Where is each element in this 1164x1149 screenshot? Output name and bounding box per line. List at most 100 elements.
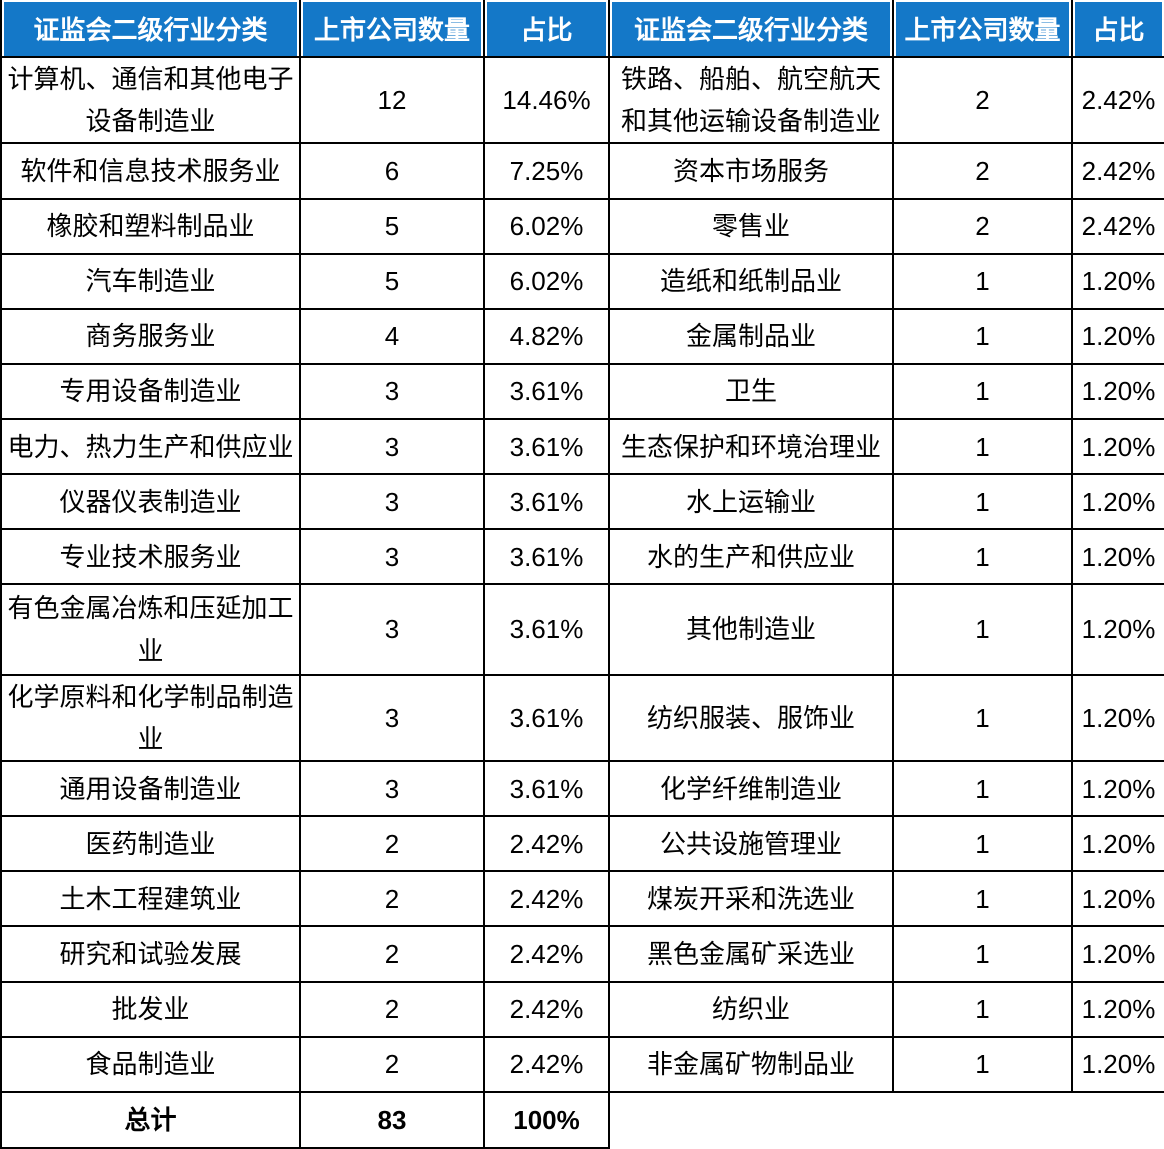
count-cell: 1: [892, 473, 1073, 531]
pct-cell: 3.61%: [483, 583, 610, 676]
total-count-cell: 83: [299, 1090, 485, 1149]
count-cell: 2: [892, 55, 1073, 145]
count-cell: 2: [892, 197, 1073, 255]
count-cell: 3: [299, 473, 485, 531]
table-row: 研究和试验发展 2 2.42% 黑色金属矿采选业 1 1.20%: [0, 925, 1164, 983]
count-cell: 1: [892, 925, 1073, 983]
count-cell: 1: [892, 362, 1073, 421]
count-cell: 1: [892, 528, 1073, 586]
count-cell: 2: [299, 980, 485, 1038]
industry-cell: 化学原料和化学制品制造业: [0, 673, 301, 763]
pct-cell: 3.61%: [483, 418, 610, 476]
industry-cell: 纺织业: [608, 980, 894, 1038]
industry-cell: 生态保护和环境治理业: [608, 418, 894, 476]
industry-cell: 卫生: [608, 362, 894, 421]
count-cell: 3: [299, 583, 485, 676]
table-row: 软件和信息技术服务业 6 7.25% 资本市场服务 2 2.42%: [0, 142, 1164, 200]
industry-cell: 专用设备制造业: [0, 362, 301, 421]
count-cell: 1: [892, 980, 1073, 1038]
table-row: 食品制造业 2 2.42% 非金属矿物制品业 1 1.20%: [0, 1035, 1164, 1093]
count-cell: 2: [299, 870, 485, 928]
industry-cell: 医药制造业: [0, 815, 301, 873]
pct-cell: 1.20%: [1071, 473, 1164, 531]
pct-cell: 3.61%: [483, 528, 610, 586]
count-cell: 1: [892, 870, 1073, 928]
total-label-cell: 总计: [0, 1090, 301, 1149]
table-row: 专业技术服务业 3 3.61% 水的生产和供应业 1 1.20%: [0, 528, 1164, 586]
industry-cell: 化学纤维制造业: [608, 760, 894, 818]
pct-cell: 1.20%: [1071, 870, 1164, 928]
industry-cell: 非金属矿物制品业: [608, 1035, 894, 1093]
count-cell: 3: [299, 362, 485, 421]
table-row: 商务服务业 4 4.82% 金属制品业 1 1.20%: [0, 307, 1164, 365]
pct-cell: 1.20%: [1071, 418, 1164, 476]
count-cell: 2: [892, 142, 1073, 200]
pct-cell: 2.42%: [1071, 142, 1164, 200]
table-row: 专用设备制造业 3 3.61% 卫生 1 1.20%: [0, 362, 1164, 421]
industry-cell: 商务服务业: [0, 307, 301, 365]
count-cell: 6: [299, 142, 485, 200]
pct-cell: 6.02%: [483, 252, 610, 310]
pct-cell: 2.42%: [1071, 55, 1164, 145]
count-cell: 4: [299, 307, 485, 365]
pct-cell: 3.61%: [483, 760, 610, 818]
pct-cell: 3.61%: [483, 473, 610, 531]
industry-cell: 软件和信息技术服务业: [0, 142, 301, 200]
table-row: 计算机、通信和其他电子设备制造业 12 14.46% 铁路、船舶、航空航天和其他…: [0, 55, 1164, 145]
total-pct-cell: 100%: [483, 1090, 610, 1149]
industry-cell: 橡胶和塑料制品业: [0, 197, 301, 255]
count-cell: 1: [892, 252, 1073, 310]
count-cell: 1: [892, 418, 1073, 476]
pct-cell: 1.20%: [1071, 362, 1164, 421]
count-cell: 1: [892, 1035, 1073, 1093]
table-row: 汽车制造业 5 6.02% 造纸和纸制品业 1 1.20%: [0, 252, 1164, 310]
industry-cell: 汽车制造业: [0, 252, 301, 310]
count-cell: 2: [299, 925, 485, 983]
table-row: 批发业 2 2.42% 纺织业 1 1.20%: [0, 980, 1164, 1038]
table-row: 医药制造业 2 2.42% 公共设施管理业 1 1.20%: [0, 815, 1164, 873]
industry-cell: 造纸和纸制品业: [608, 252, 894, 310]
industry-cell: 资本市场服务: [608, 142, 894, 200]
industry-cell: 批发业: [0, 980, 301, 1038]
count-cell: 1: [892, 307, 1073, 365]
table-row: 仪器仪表制造业 3 3.61% 水上运输业 1 1.20%: [0, 473, 1164, 531]
pct-cell: 14.46%: [483, 55, 610, 145]
count-cell: 2: [299, 1035, 485, 1093]
pct-cell: 1.20%: [1071, 307, 1164, 365]
total-row: 总计 83 100%: [0, 1090, 1164, 1149]
table-row: 通用设备制造业 3 3.61% 化学纤维制造业 1 1.20%: [0, 760, 1164, 818]
table-row: 化学原料和化学制品制造业 3 3.61% 纺织服装、服饰业 1 1.20%: [0, 673, 1164, 763]
industry-cell: 计算机、通信和其他电子设备制造业: [0, 55, 301, 145]
pct-cell: 1.20%: [1071, 925, 1164, 983]
count-cell: 12: [299, 55, 485, 145]
industry-cell: 煤炭开采和洗选业: [608, 870, 894, 928]
pct-cell: 2.42%: [483, 870, 610, 928]
count-cell: 3: [299, 673, 485, 763]
table-row: 电力、热力生产和供应业 3 3.61% 生态保护和环境治理业 1 1.20%: [0, 418, 1164, 476]
pct-cell: 3.61%: [483, 673, 610, 763]
industry-cell: 研究和试验发展: [0, 925, 301, 983]
pct-cell: 2.42%: [483, 925, 610, 983]
header-listed-company-count-right: 上市公司数量: [892, 0, 1073, 58]
pct-cell: 2.42%: [483, 980, 610, 1038]
pct-cell: 1.20%: [1071, 815, 1164, 873]
header-share-right: 占比: [1071, 0, 1164, 58]
table-row: 土木工程建筑业 2 2.42% 煤炭开采和洗选业 1 1.20%: [0, 870, 1164, 928]
pct-cell: 2.42%: [1071, 197, 1164, 255]
industry-cell: 水上运输业: [608, 473, 894, 531]
header-row: 证监会二级行业分类 上市公司数量 占比 证监会二级行业分类 上市公司数量 占比: [0, 0, 1164, 58]
header-share-left: 占比: [483, 0, 610, 58]
header-industry-classification-left: 证监会二级行业分类: [0, 0, 301, 58]
count-cell: 3: [299, 418, 485, 476]
table-row: 橡胶和塑料制品业 5 6.02% 零售业 2 2.42%: [0, 197, 1164, 255]
pct-cell: 1.20%: [1071, 760, 1164, 818]
pct-cell: 1.20%: [1071, 252, 1164, 310]
count-cell: 3: [299, 528, 485, 586]
empty-cell: [608, 1091, 1164, 1148]
industry-cell: 通用设备制造业: [0, 760, 301, 818]
industry-cell: 电力、热力生产和供应业: [0, 418, 301, 476]
industry-cell: 黑色金属矿采选业: [608, 925, 894, 983]
table-row: 有色金属冶炼和压延加工业 3 3.61% 其他制造业 1 1.20%: [0, 583, 1164, 676]
